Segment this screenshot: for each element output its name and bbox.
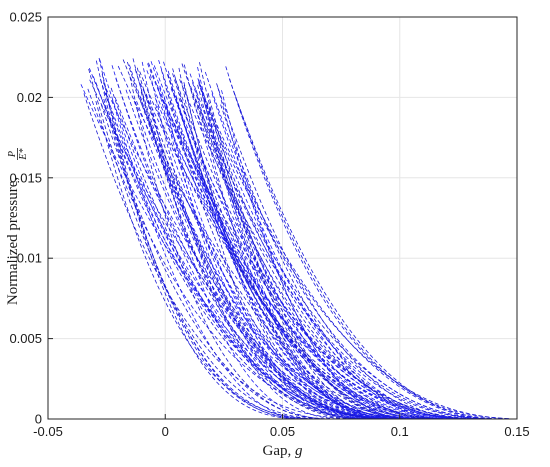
series-line xyxy=(150,74,348,420)
series-line xyxy=(95,82,370,420)
series-line xyxy=(198,81,412,420)
series-line xyxy=(195,99,493,420)
fraction-denominator: E* xyxy=(18,148,29,160)
series-line xyxy=(225,66,512,420)
series-line xyxy=(167,70,386,420)
y-tick-label: 0 xyxy=(35,412,42,427)
series-line xyxy=(174,78,488,420)
series-line xyxy=(198,83,497,420)
y-axis-label-fraction: P E* xyxy=(7,148,29,161)
series-line xyxy=(165,87,402,420)
y-tick-label: 0.01 xyxy=(17,251,42,266)
series-line xyxy=(129,76,344,420)
series-line xyxy=(140,96,385,420)
y-axis-label-text: Normalized pressure, xyxy=(5,177,21,305)
series-group xyxy=(80,57,512,420)
series-line xyxy=(154,98,483,420)
series-line xyxy=(228,78,500,420)
series-line xyxy=(136,67,395,420)
series-line xyxy=(112,99,304,420)
series-line xyxy=(216,83,475,420)
series-line xyxy=(148,62,435,420)
series-line xyxy=(159,87,375,420)
y-axis-ticks: 0 0.005 0.01 0.015 0.02 0.025 xyxy=(9,10,53,427)
x-axis-ticks: -0.05 0 0.05 0.1 0.15 xyxy=(33,414,530,439)
series-line xyxy=(146,70,431,420)
series-line xyxy=(204,71,509,420)
series-line xyxy=(115,78,395,420)
x-tick-label: 0.05 xyxy=(270,424,295,439)
series-line xyxy=(183,64,399,420)
series-line xyxy=(129,64,447,420)
series-line xyxy=(181,63,429,420)
grid-lines xyxy=(47,16,518,420)
series-line xyxy=(179,79,495,420)
series-line xyxy=(200,84,390,420)
series-line xyxy=(172,68,384,420)
x-axis-label: Gap, g xyxy=(263,443,304,459)
series-line xyxy=(114,97,435,420)
series-line xyxy=(193,103,505,420)
x-tick-label: 0.1 xyxy=(391,424,409,439)
series-line xyxy=(170,88,465,420)
y-tick-label: 0.005 xyxy=(9,331,42,346)
x-tick-label: 0.15 xyxy=(504,424,529,439)
series-line xyxy=(95,60,325,420)
series-line xyxy=(101,73,312,420)
y-tick-label: 0.015 xyxy=(9,170,42,185)
series-line xyxy=(198,79,455,420)
series-line xyxy=(207,92,419,420)
y-tick-label: 0.02 xyxy=(17,90,42,105)
series-line xyxy=(147,63,460,420)
series-line xyxy=(145,93,384,420)
y-tick-label: 0.025 xyxy=(9,10,42,25)
series-line xyxy=(89,79,410,420)
series-line xyxy=(189,73,505,420)
series-line xyxy=(206,105,507,419)
series-line xyxy=(83,93,372,420)
series-line xyxy=(95,100,329,420)
series-line xyxy=(139,71,447,420)
fraction-numerator: P xyxy=(7,151,18,158)
series-line xyxy=(162,99,466,420)
series-line xyxy=(98,57,321,420)
series-line xyxy=(111,65,376,420)
series-line xyxy=(103,82,422,420)
series-line xyxy=(197,84,429,420)
series-line xyxy=(204,98,494,420)
series-line xyxy=(105,92,411,420)
x-tick-label: 0 xyxy=(162,424,169,439)
y-axis-label: Normalized pressure, P E* xyxy=(5,148,29,305)
series-line xyxy=(88,68,330,420)
series-line xyxy=(88,68,414,420)
series-line xyxy=(197,78,466,420)
series-line xyxy=(110,87,374,420)
series-line xyxy=(136,100,386,420)
series-line xyxy=(140,91,359,420)
series-line xyxy=(163,96,377,420)
series-line xyxy=(134,68,386,420)
series-line xyxy=(132,58,383,420)
series-line xyxy=(122,59,416,420)
x-tick-label: -0.05 xyxy=(33,424,63,439)
